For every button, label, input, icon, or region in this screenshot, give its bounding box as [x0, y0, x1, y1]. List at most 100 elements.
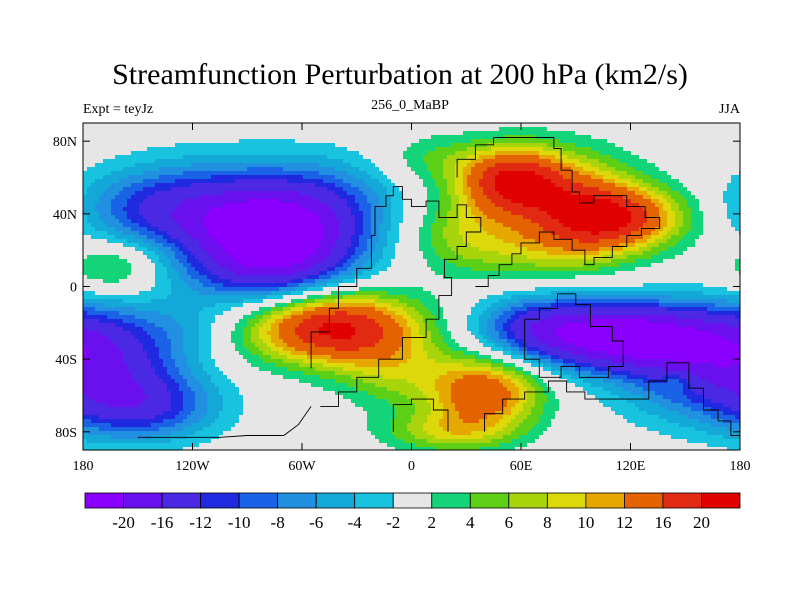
field-cell	[479, 159, 484, 164]
field-cell	[387, 135, 392, 140]
field-cell	[319, 207, 324, 212]
field-cell	[243, 227, 248, 232]
field-cell	[275, 183, 280, 188]
field-cell	[419, 203, 424, 208]
field-cell	[635, 239, 640, 244]
field-cell	[259, 171, 264, 176]
field-cell	[555, 187, 560, 192]
field-cell	[411, 227, 416, 232]
field-cell	[599, 175, 604, 180]
field-cell	[439, 219, 444, 224]
field-cell	[591, 219, 596, 224]
field-cell	[215, 207, 220, 212]
field-cell	[379, 139, 384, 144]
field-cell	[687, 163, 692, 168]
field-cell	[315, 235, 320, 240]
field-cell	[487, 143, 492, 148]
field-cell	[731, 167, 736, 172]
field-cell	[419, 227, 424, 232]
field-cell	[703, 159, 708, 164]
field-cell	[403, 207, 408, 212]
field-cell	[443, 123, 448, 128]
field-cell	[99, 223, 104, 228]
field-cell	[251, 211, 256, 216]
field-cell	[235, 235, 240, 240]
field-cell	[183, 191, 188, 196]
field-cell	[119, 227, 124, 232]
field-cell	[407, 223, 412, 228]
field-cell	[235, 223, 240, 228]
field-cell	[215, 159, 220, 164]
field-cell	[199, 207, 204, 212]
field-cell	[659, 227, 664, 232]
field-cell	[571, 203, 576, 208]
field-cell	[183, 215, 188, 220]
field-cell	[563, 195, 568, 200]
field-cell	[599, 151, 604, 156]
field-cell	[339, 159, 344, 164]
field-cell	[327, 187, 332, 192]
field-cell	[475, 159, 480, 164]
field-cell	[727, 171, 732, 176]
field-cell	[715, 219, 720, 224]
field-cell	[555, 211, 560, 216]
field-cell	[699, 211, 704, 216]
field-cell	[199, 231, 204, 236]
field-cell	[291, 183, 296, 188]
field-cell	[103, 219, 108, 224]
field-cell	[675, 159, 680, 164]
field-cell	[147, 127, 152, 132]
field-cell	[379, 215, 384, 220]
field-cell	[279, 127, 284, 132]
field-cell	[527, 147, 532, 152]
field-cell	[347, 175, 352, 180]
field-cell	[731, 159, 736, 164]
field-cell	[371, 187, 376, 192]
field-cell	[543, 159, 548, 164]
field-cell	[307, 239, 312, 244]
field-cell	[375, 183, 380, 188]
field-cell	[439, 191, 444, 196]
field-cell	[727, 227, 732, 232]
field-cell	[715, 215, 720, 220]
field-cell	[443, 187, 448, 192]
field-cell	[515, 171, 520, 176]
field-cell	[511, 187, 516, 192]
field-cell	[603, 191, 608, 196]
field-cell	[539, 191, 544, 196]
field-cell	[379, 171, 384, 176]
field-cell	[659, 127, 664, 132]
field-cell	[527, 239, 532, 244]
field-cell	[131, 163, 136, 168]
field-cell	[627, 163, 632, 168]
field-cell	[451, 127, 456, 132]
field-cell	[343, 211, 348, 216]
field-cell	[663, 135, 668, 140]
field-cell	[235, 179, 240, 184]
field-cell	[227, 127, 232, 132]
field-cell	[447, 203, 452, 208]
field-cell	[327, 183, 332, 188]
field-cell	[267, 175, 272, 180]
field-cell	[247, 163, 252, 168]
field-cell	[119, 175, 124, 180]
field-cell	[363, 183, 368, 188]
field-cell	[111, 235, 116, 240]
field-cell	[431, 159, 436, 164]
field-cell	[435, 131, 440, 136]
field-cell	[315, 167, 320, 172]
field-cell	[643, 151, 648, 156]
field-cell	[583, 239, 588, 244]
field-cell	[487, 231, 492, 236]
field-cell	[423, 231, 428, 236]
field-cell	[119, 191, 124, 196]
field-cell	[551, 123, 556, 128]
field-cell	[443, 127, 448, 132]
field-cell	[231, 139, 236, 144]
field-cell	[251, 151, 256, 156]
field-cell	[499, 215, 504, 220]
field-cell	[203, 243, 208, 248]
field-cell	[219, 175, 224, 180]
field-cell	[383, 147, 388, 152]
field-cell	[243, 215, 248, 220]
